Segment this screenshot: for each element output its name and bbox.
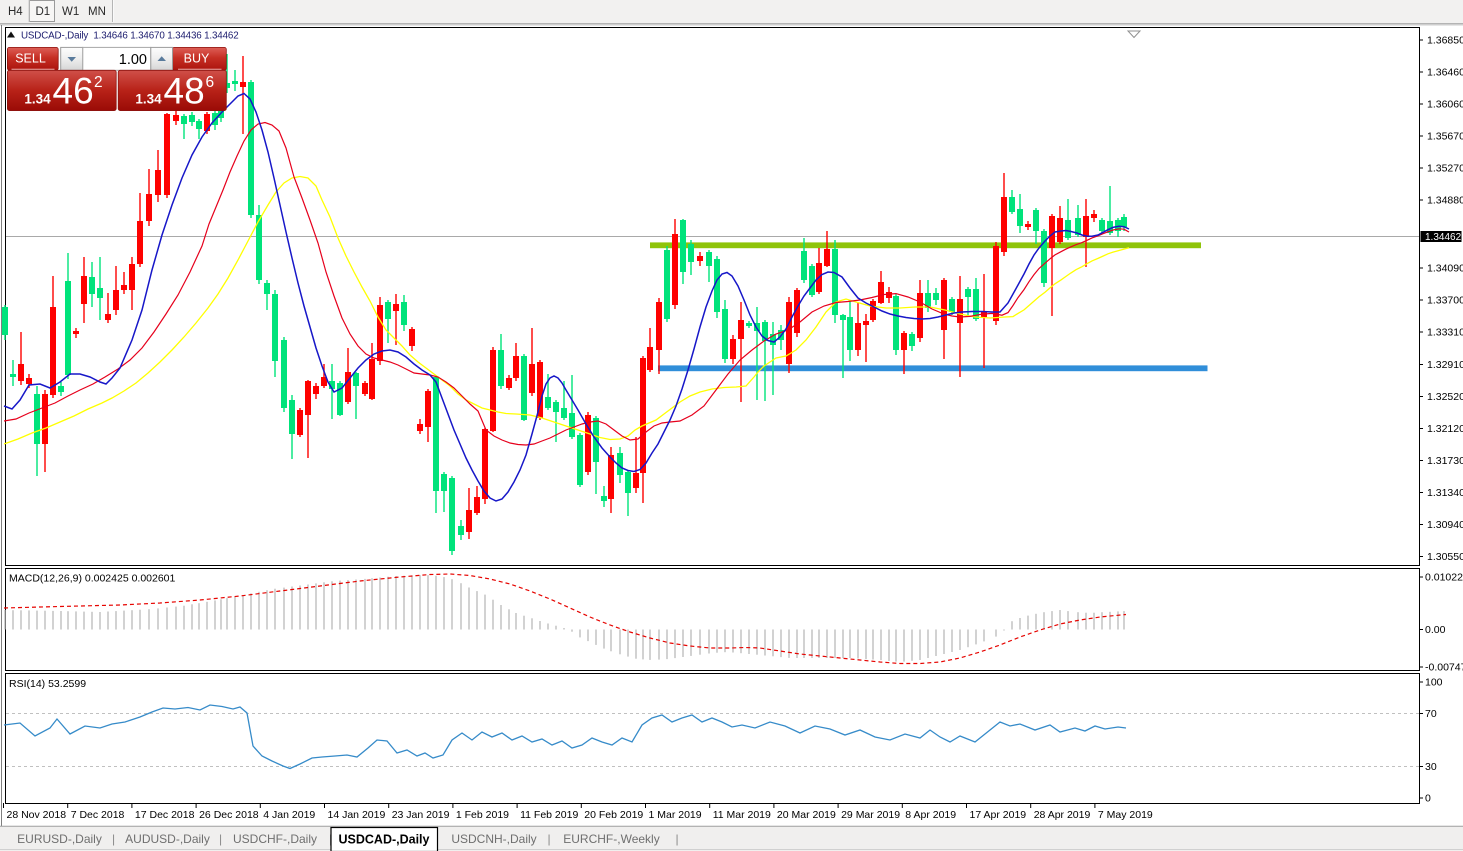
svg-text:1.31730: 1.31730 [1427,455,1463,467]
svg-text:BUY: BUY [184,52,210,66]
svg-text:8 Apr 2019: 8 Apr 2019 [905,809,956,821]
svg-text:26 Dec 2018: 26 Dec 2018 [199,809,259,821]
svg-text:28 Nov 2018: 28 Nov 2018 [7,809,67,821]
svg-text:7 May 2019: 7 May 2019 [1098,809,1153,821]
svg-text:14 Jan 2019: 14 Jan 2019 [328,809,386,821]
svg-text:RSI(14) 53.2599: RSI(14) 53.2599 [9,678,86,690]
svg-text:USDCAD-,Daily 1.34646 1.34670: USDCAD-,Daily 1.34646 1.34670 1.34436 1.… [21,30,239,41]
svg-text:0.00: 0.00 [1425,624,1446,636]
svg-text:0.010229: 0.010229 [1425,572,1463,584]
svg-text:1.33310: 1.33310 [1427,327,1463,339]
svg-text:USDCNH-,Daily: USDCNH-,Daily [451,832,536,846]
svg-text:20 Mar 2019: 20 Mar 2019 [777,809,836,821]
svg-text:1.35270: 1.35270 [1427,163,1463,175]
svg-text:SELL: SELL [15,52,46,66]
svg-text:6: 6 [206,74,215,91]
svg-text:1.34: 1.34 [24,92,51,107]
svg-text:2: 2 [94,74,103,91]
svg-text:1.31340: 1.31340 [1427,487,1463,499]
svg-text:|: | [547,832,550,846]
svg-text:29 Mar 2019: 29 Mar 2019 [841,809,900,821]
svg-text:46: 46 [53,71,94,112]
svg-text:1.30940: 1.30940 [1427,519,1463,531]
svg-text:1.36850: 1.36850 [1427,35,1463,47]
svg-text:MN: MN [88,6,106,18]
svg-text:EURUSD-,Daily: EURUSD-,Daily [17,832,102,846]
svg-text:17 Apr 2019: 17 Apr 2019 [970,809,1027,821]
svg-text:|: | [219,832,222,846]
svg-text:1 Feb 2019: 1 Feb 2019 [456,809,509,821]
svg-text:1.34880: 1.34880 [1427,195,1463,207]
svg-text:D1: D1 [36,6,51,18]
svg-text:23 Jan 2019: 23 Jan 2019 [392,809,450,821]
svg-text:1.36460: 1.36460 [1427,67,1463,79]
svg-text:28 Apr 2019: 28 Apr 2019 [1034,809,1091,821]
svg-text:20 Feb 2019: 20 Feb 2019 [584,809,643,821]
svg-text:7 Dec 2018: 7 Dec 2018 [71,809,125,821]
svg-text:MACD(12,26,9) 0.002425 0.00260: MACD(12,26,9) 0.002425 0.002601 [9,573,176,585]
svg-text:1 Mar 2019: 1 Mar 2019 [649,809,702,821]
svg-text:48: 48 [164,71,205,112]
svg-text:0: 0 [1425,793,1431,805]
svg-text:W1: W1 [62,6,79,18]
svg-text:1.33700: 1.33700 [1427,295,1463,307]
svg-text:17 Dec 2018: 17 Dec 2018 [135,809,195,821]
svg-text:1.32520: 1.32520 [1427,391,1463,403]
svg-text:30: 30 [1425,761,1437,773]
svg-text:1.35670: 1.35670 [1427,131,1463,143]
svg-text:-0.007477: -0.007477 [1425,662,1463,674]
svg-text:4 Jan 2019: 4 Jan 2019 [263,809,315,821]
svg-text:EURCHF-,Weekly: EURCHF-,Weekly [563,832,659,846]
svg-text:1.32910: 1.32910 [1427,359,1463,371]
svg-text:AUDUSD-,Daily: AUDUSD-,Daily [125,832,210,846]
svg-text:1.30550: 1.30550 [1427,551,1463,563]
svg-text:11 Mar 2019: 11 Mar 2019 [713,809,771,821]
svg-text:1.32120: 1.32120 [1427,423,1463,435]
svg-text:1.34: 1.34 [135,92,162,107]
svg-text:1.34090: 1.34090 [1427,263,1463,275]
svg-text:11 Feb 2019: 11 Feb 2019 [520,809,578,821]
svg-text:|: | [675,832,678,846]
svg-text:70: 70 [1425,708,1437,720]
svg-text:1.00: 1.00 [119,52,147,68]
svg-text:H4: H4 [8,6,23,18]
svg-text:|: | [112,832,115,846]
svg-text:1.34462: 1.34462 [1425,232,1462,243]
svg-text:USDCAD-,Daily: USDCAD-,Daily [339,833,430,847]
svg-text:USDCHF-,Daily: USDCHF-,Daily [233,832,317,846]
svg-text:100: 100 [1425,677,1443,689]
svg-text:1.36060: 1.36060 [1427,99,1463,111]
